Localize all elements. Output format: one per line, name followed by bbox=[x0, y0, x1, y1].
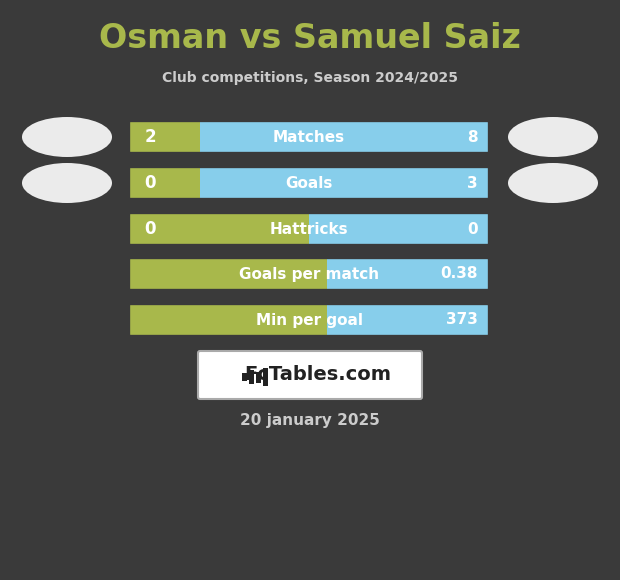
Text: Min per goal: Min per goal bbox=[255, 313, 363, 328]
Text: 0: 0 bbox=[467, 222, 478, 237]
Bar bbox=[200, 120, 490, 154]
FancyBboxPatch shape bbox=[126, 255, 492, 293]
Text: 20 january 2025: 20 january 2025 bbox=[240, 412, 380, 427]
Text: 8: 8 bbox=[467, 129, 478, 144]
Ellipse shape bbox=[22, 163, 112, 203]
Text: 0: 0 bbox=[144, 174, 156, 192]
Text: Goals: Goals bbox=[285, 176, 333, 190]
Bar bbox=[263, 368, 268, 386]
Text: 373: 373 bbox=[446, 313, 478, 328]
Bar bbox=[200, 166, 490, 200]
Bar bbox=[256, 372, 261, 382]
Text: Osman vs Samuel Saiz: Osman vs Samuel Saiz bbox=[99, 21, 521, 55]
Text: Club competitions, Season 2024/2025: Club competitions, Season 2024/2025 bbox=[162, 71, 458, 85]
Text: 0.38: 0.38 bbox=[440, 266, 478, 281]
Bar bbox=[327, 303, 490, 337]
Text: 2: 2 bbox=[144, 128, 156, 146]
FancyBboxPatch shape bbox=[126, 210, 492, 248]
Text: Matches: Matches bbox=[273, 129, 345, 144]
FancyBboxPatch shape bbox=[126, 118, 492, 156]
Bar bbox=[327, 257, 490, 291]
Text: Goals per match: Goals per match bbox=[239, 266, 379, 281]
Text: 3: 3 bbox=[467, 176, 478, 190]
Ellipse shape bbox=[508, 117, 598, 157]
FancyBboxPatch shape bbox=[126, 164, 492, 202]
FancyBboxPatch shape bbox=[126, 301, 492, 339]
Text: 0: 0 bbox=[144, 220, 156, 238]
Text: Hattricks: Hattricks bbox=[270, 222, 348, 237]
Ellipse shape bbox=[508, 163, 598, 203]
Bar bbox=[309, 212, 490, 246]
Bar bbox=[242, 373, 247, 381]
FancyBboxPatch shape bbox=[198, 351, 422, 399]
Bar bbox=[249, 370, 254, 384]
Ellipse shape bbox=[22, 117, 112, 157]
Text: FcTables.com: FcTables.com bbox=[244, 365, 391, 385]
